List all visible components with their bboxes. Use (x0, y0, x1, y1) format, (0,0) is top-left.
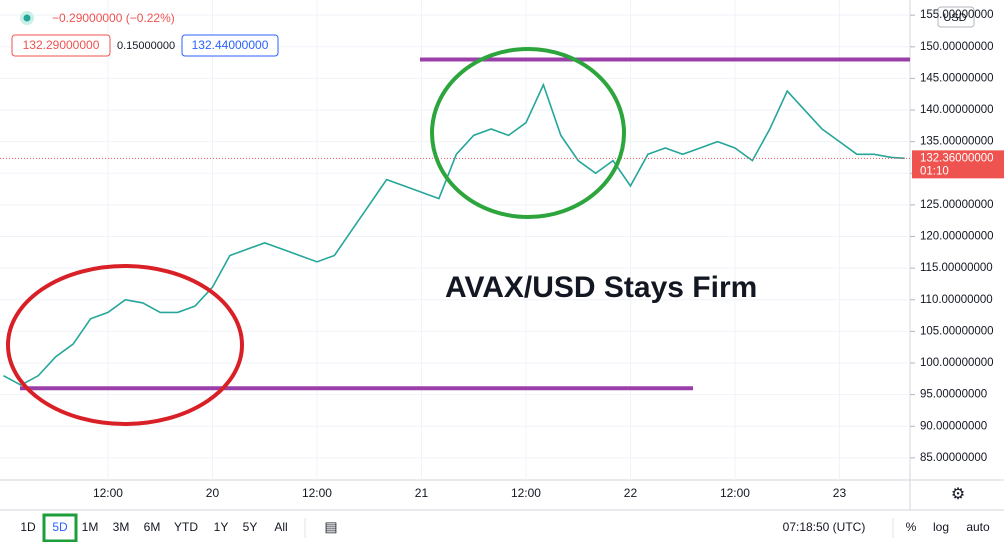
y-tick-label: 115.00000000 (920, 262, 993, 274)
price-line (3, 82, 905, 387)
y-tick-label: 95.00000000 (920, 389, 987, 401)
date-range-icon[interactable]: ▤ (324, 519, 337, 535)
currency-button[interactable] (937, 6, 975, 28)
x-tick-label: 12:00 (720, 486, 750, 500)
range-button[interactable]: 5Y (243, 520, 258, 534)
range-button[interactable]: 1Y (214, 520, 229, 534)
x-tick-label: 21 (415, 486, 429, 500)
scale-option[interactable]: auto (966, 520, 990, 534)
price-label: 132.36000000 (920, 152, 994, 164)
ask[interactable]: 132.44000000 (192, 38, 269, 52)
x-tick-label: 12:00 (93, 486, 123, 500)
bid[interactable]: 132.29000000 (23, 38, 100, 52)
y-tick-label: 90.00000000 (920, 420, 987, 432)
y-tick-label: 85.00000000 (920, 452, 987, 464)
x-tick-label: 12:00 (511, 486, 541, 500)
range-button[interactable]: 3M (113, 520, 130, 534)
y-tick-label: 110.00000000 (920, 294, 993, 306)
range-button[interactable]: YTD (174, 520, 198, 534)
range-button[interactable]: All (274, 520, 287, 534)
x-tick-label: 12:00 (302, 486, 332, 500)
range-selected (42, 513, 78, 542)
y-tick-label: 125.00000000 (920, 199, 994, 211)
annotation: AVAX/USD Stays Firm (445, 271, 757, 304)
highlight-ellipse (6, 264, 244, 426)
status-dot (23, 14, 31, 22)
y-tick-label: 100.00000000 (920, 357, 994, 369)
scale-option[interactable]: log (933, 520, 949, 534)
x-tick-label: 23 (833, 486, 847, 500)
clock: 07:18:50 (UTC) (783, 520, 866, 534)
change: −0.29000000 (−0.22%) (52, 11, 175, 25)
range-button[interactable]: 1M (82, 520, 99, 534)
bid-box[interactable] (11, 34, 111, 57)
scale-option[interactable]: % (906, 520, 917, 534)
range-button[interactable]: 5D (52, 520, 68, 534)
x-tick-label: 22 (624, 486, 638, 500)
y-tick-label: 150.00000000 (920, 41, 994, 53)
highlight-ellipse (430, 47, 626, 219)
settings-icon[interactable]: ⚙ (951, 486, 965, 503)
spread: 0.15000000 (117, 40, 175, 52)
x-tick-label: 20 (206, 486, 220, 500)
ask-box[interactable] (181, 34, 279, 57)
range-button[interactable]: 1D (20, 520, 36, 534)
range-button[interactable]: 6M (144, 520, 161, 534)
y-tick-label: 145.00000000 (920, 72, 994, 84)
countdown: 01:10 (920, 165, 949, 177)
y-tick-label: 105.00000000 (920, 325, 994, 337)
currency[interactable]: USD (943, 12, 966, 24)
y-tick-label: 140.00000000 (920, 104, 994, 116)
y-tick-label: 155.00000000 (920, 9, 994, 21)
y-tick-label: 135.00000000 (920, 136, 994, 148)
y-tick-label: 120.00000000 (920, 231, 994, 243)
price-label-box (912, 150, 1004, 179)
